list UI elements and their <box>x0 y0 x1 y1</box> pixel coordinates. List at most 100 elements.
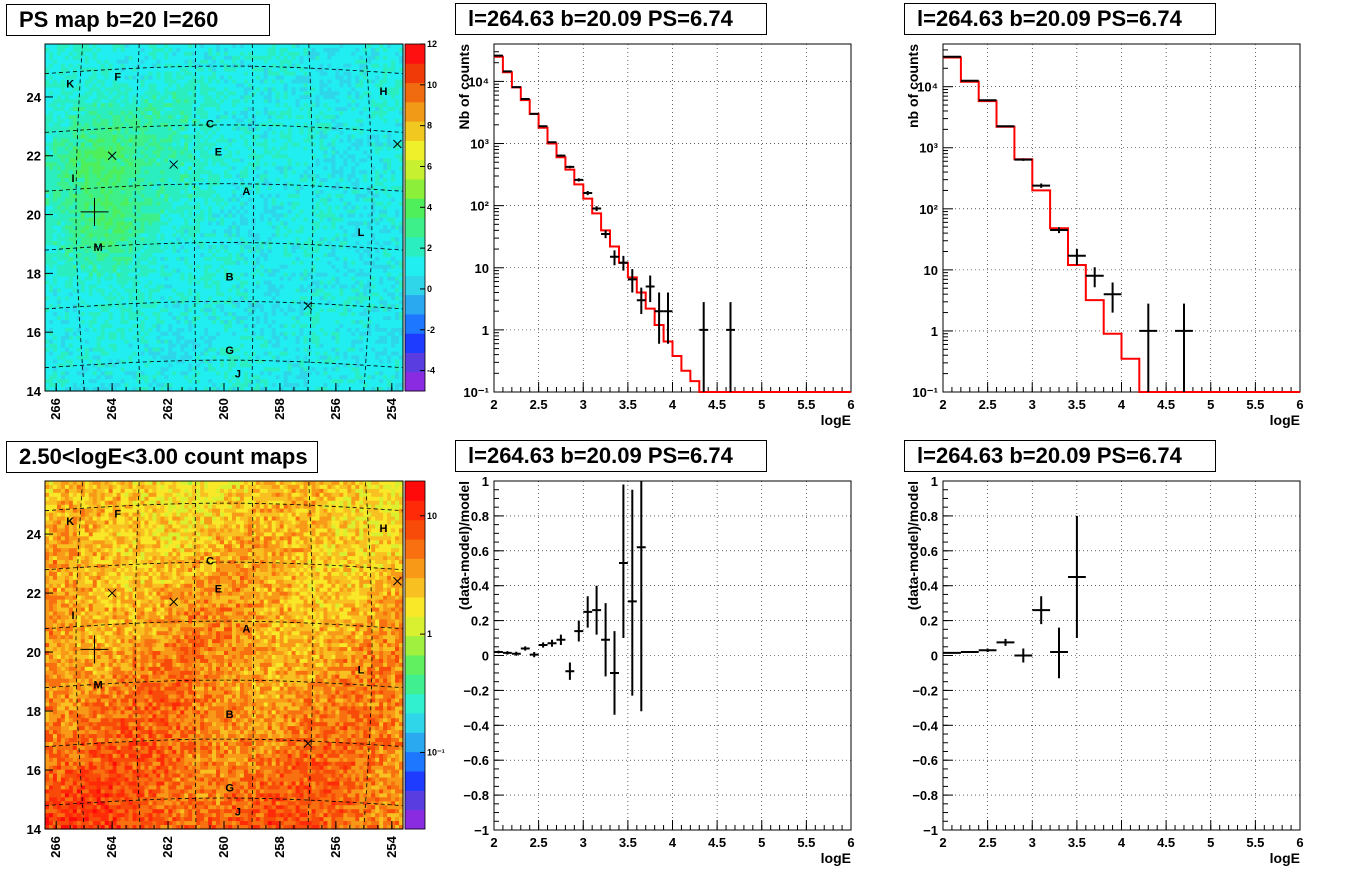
heatmap-cell <box>311 154 317 159</box>
heatmap-cell <box>220 79 225 85</box>
heatmap-cell <box>120 189 126 195</box>
heatmap-cell <box>395 197 400 203</box>
heatmap-cell <box>327 252 332 258</box>
heatmap-cell <box>128 229 134 234</box>
heatmap-cell <box>124 99 130 104</box>
heatmap-cell <box>116 91 122 96</box>
heatmap-cell <box>283 103 289 108</box>
heatmap-cell <box>160 114 165 120</box>
heatmap-cell <box>247 213 253 219</box>
heatmap-cell <box>208 174 213 179</box>
heatmap-cell <box>367 154 372 159</box>
heatmap-cell <box>60 241 66 246</box>
heatmap-cell <box>271 150 277 156</box>
heatmap-cell <box>347 122 352 128</box>
heatmap-cell <box>367 134 372 140</box>
heatmap-cell <box>243 114 249 120</box>
heatmap-cell <box>319 99 325 104</box>
heatmap-cell <box>315 233 321 238</box>
heatmap-cell <box>255 252 261 258</box>
heatmap-cell <box>279 67 285 73</box>
heatmap-cell <box>311 130 317 136</box>
heatmap-cell <box>132 95 138 100</box>
heatmap-cell <box>339 154 344 159</box>
heatmap-cell <box>255 225 261 230</box>
heatmap-cell <box>363 174 368 179</box>
heatmap-cell <box>104 213 110 219</box>
heatmap-cell <box>315 111 321 116</box>
heatmap-cell <box>303 146 309 152</box>
heatmap-cell <box>395 170 400 175</box>
heatmap-cell <box>327 225 332 230</box>
heatmap-cell <box>104 221 110 226</box>
heatmap-cell <box>267 217 273 223</box>
heatmap-cell <box>200 205 205 211</box>
heatmap-cell <box>124 130 130 136</box>
heatmap-cell <box>100 71 106 77</box>
heatmap-cell <box>220 118 225 124</box>
heatmap-cell <box>331 213 336 219</box>
heatmap-cell <box>399 71 404 77</box>
heatmap-cell <box>156 182 161 187</box>
heatmap-cell <box>387 138 392 144</box>
heatmap-cell <box>247 91 253 96</box>
heatmap-cell <box>259 174 265 179</box>
heatmap-cell <box>299 249 305 254</box>
heatmap-cell <box>128 193 134 199</box>
heatmap-cell <box>56 142 62 148</box>
heatmap-cell <box>84 51 90 57</box>
heatmap-cell <box>56 47 62 53</box>
heatmap-cell <box>60 87 66 92</box>
heatmap-cell <box>351 249 356 254</box>
heatmap-cell <box>104 71 110 77</box>
heatmap-cell <box>255 150 261 156</box>
heatmap-cell <box>267 91 273 96</box>
heatmap-cell <box>168 154 173 159</box>
heatmap-cell <box>212 67 217 73</box>
heatmap-cell <box>160 185 165 191</box>
heatmap-cell <box>196 193 201 199</box>
heatmap-cell <box>247 158 253 163</box>
heatmap-cell <box>140 217 146 223</box>
heatmap-cell <box>100 130 106 136</box>
heatmap-cell <box>68 47 74 53</box>
heatmap-cell <box>347 79 352 85</box>
heatmap-cell <box>132 150 138 156</box>
heatmap-cell <box>216 107 221 112</box>
heatmap-cell <box>212 221 217 226</box>
heatmap-cell <box>291 111 297 116</box>
heatmap-cell <box>124 146 130 152</box>
heatmap-cell <box>327 241 332 246</box>
heatmap-cell <box>92 213 98 219</box>
heatmap-cell <box>140 162 146 167</box>
heatmap-cell <box>188 63 193 69</box>
heatmap-cell <box>60 189 66 195</box>
heatmap-cell <box>56 44 62 49</box>
heatmap-cell <box>136 205 142 211</box>
heatmap-cell <box>239 170 245 175</box>
heatmap-cell <box>263 55 269 61</box>
heatmap-cell <box>224 103 229 108</box>
heatmap-cell <box>399 99 404 104</box>
heatmap-cell <box>351 99 356 104</box>
heatmap-cell <box>391 83 396 88</box>
heatmap-cell <box>383 174 388 179</box>
heatmap-cell <box>132 67 138 73</box>
heatmap-cell <box>343 118 348 124</box>
heatmap-cell <box>235 189 241 195</box>
heatmap-cell <box>399 51 404 57</box>
heatmap-cell <box>391 170 396 175</box>
heatmap-cell <box>287 201 293 207</box>
heatmap-cell <box>391 174 396 179</box>
heatmap-cell <box>172 83 177 88</box>
heatmap-cell <box>104 249 110 254</box>
heatmap-cell <box>176 91 181 96</box>
heatmap-cell <box>399 79 404 85</box>
heatmap-cell <box>84 95 90 100</box>
heatmap-cell <box>72 118 78 124</box>
heatmap-cell <box>192 95 197 100</box>
heatmap-cell <box>180 178 185 183</box>
heatmap-cell <box>204 256 209 262</box>
heatmap-cell <box>239 130 245 136</box>
heatmap-cell <box>347 185 352 191</box>
